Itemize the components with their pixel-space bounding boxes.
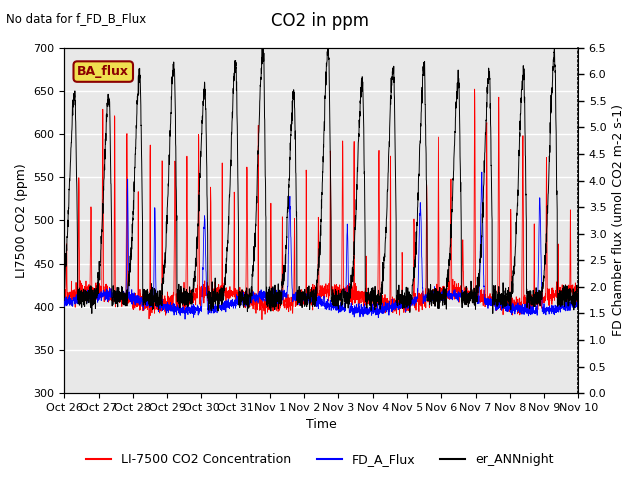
Legend: LI-7500 CO2 Concentration, FD_A_Flux, er_ANNnight: LI-7500 CO2 Concentration, FD_A_Flux, er…: [81, 448, 559, 471]
X-axis label: Time: Time: [306, 419, 337, 432]
Text: CO2 in ppm: CO2 in ppm: [271, 12, 369, 30]
Text: BA_flux: BA_flux: [77, 65, 129, 78]
Y-axis label: LI7500 CO2 (ppm): LI7500 CO2 (ppm): [15, 163, 28, 278]
Y-axis label: FD Chamber flux (umol CO2 m-2 s-1): FD Chamber flux (umol CO2 m-2 s-1): [612, 105, 625, 336]
Text: No data for f_FD_B_Flux: No data for f_FD_B_Flux: [6, 12, 147, 25]
